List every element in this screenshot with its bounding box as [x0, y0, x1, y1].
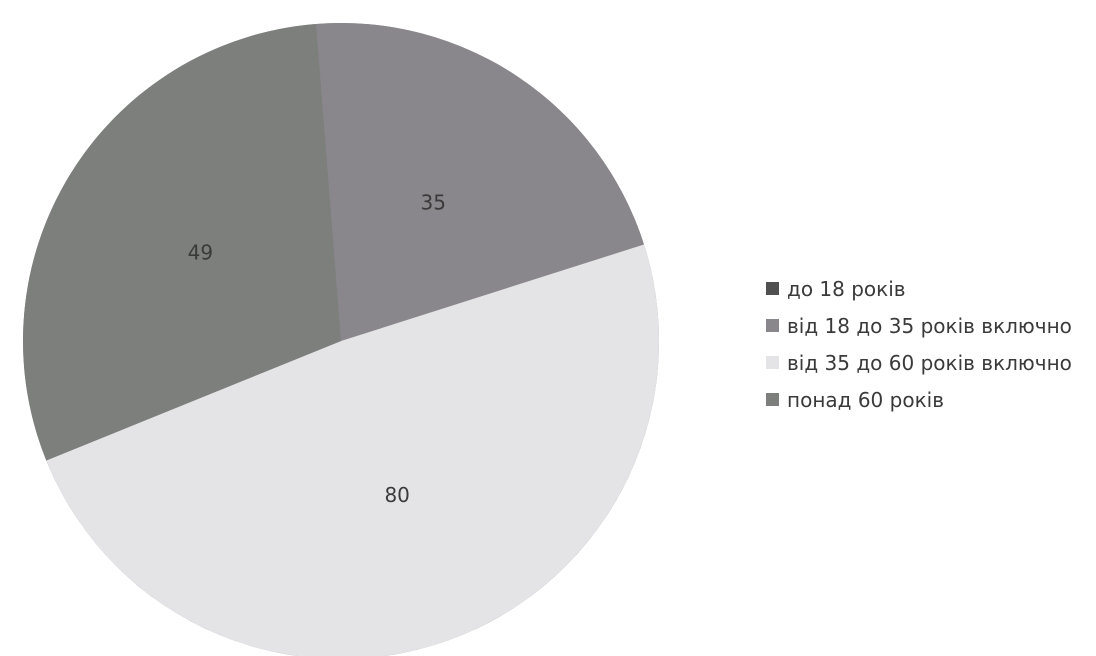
- legend-label-under-18: до 18 років: [787, 276, 906, 301]
- legend-item-35-60: від 35 до 60 років включно: [766, 344, 1072, 381]
- legend-item-18-35: від 18 до 35 років включно: [766, 307, 1072, 344]
- pie-slice-18-35: [316, 23, 644, 342]
- legend-swatch-over-60: [766, 393, 779, 406]
- legend-item-under-18: до 18 років: [766, 270, 1072, 307]
- data-label-35-60: 80: [384, 483, 409, 507]
- chart-legend: до 18 років від 18 до 35 років включно в…: [766, 270, 1072, 418]
- legend-swatch-18-35: [766, 319, 779, 332]
- legend-swatch-under-18: [766, 282, 779, 295]
- pie-slice-35-60: [46, 244, 659, 656]
- legend-label-35-60: від 35 до 60 років включно: [787, 350, 1072, 375]
- legend-label-over-60: понад 60 років: [787, 387, 944, 412]
- legend-item-over-60: понад 60 років: [766, 381, 1072, 418]
- legend-label-18-35: від 18 до 35 років включно: [787, 313, 1072, 338]
- data-label-18-35: 35: [421, 190, 446, 214]
- pie-slice-over-60: [22, 23, 341, 461]
- data-label-over-60: 49: [188, 241, 213, 265]
- legend-swatch-35-60: [766, 356, 779, 369]
